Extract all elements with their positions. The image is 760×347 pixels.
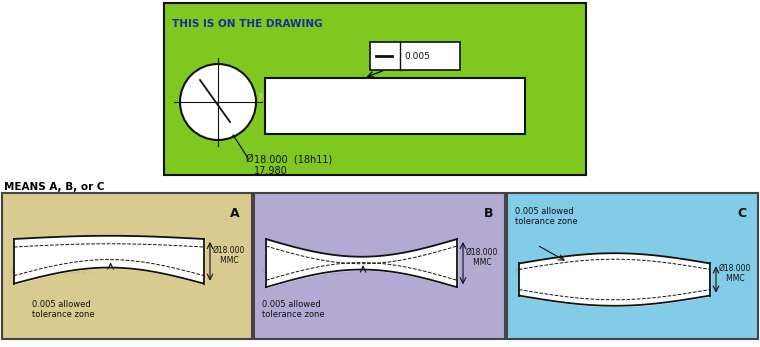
Text: Ø18.000
   MMC: Ø18.000 MMC xyxy=(213,246,245,265)
Text: A: A xyxy=(230,207,240,220)
Text: MEANS A, B, or C: MEANS A, B, or C xyxy=(4,182,104,192)
Bar xyxy=(254,193,505,339)
Bar xyxy=(507,193,758,339)
Bar xyxy=(265,78,525,134)
Text: 0.005 allowed
tolerance zone: 0.005 allowed tolerance zone xyxy=(262,299,325,319)
Text: Ø18.000
   MMC: Ø18.000 MMC xyxy=(466,247,499,267)
Text: 0.005: 0.005 xyxy=(404,51,430,60)
Text: B: B xyxy=(483,207,493,220)
Text: 18.000  (18h11): 18.000 (18h11) xyxy=(254,154,332,164)
Text: COBAN-ENGINEERING: COBAN-ENGINEERING xyxy=(219,92,369,104)
Text: COBAN ENGINE...: COBAN ENGINE... xyxy=(10,266,97,276)
Circle shape xyxy=(180,64,256,140)
Text: Ø18.000
   MMC: Ø18.000 MMC xyxy=(719,264,752,283)
Text: COBAN ENGINE...: COBAN ENGINE... xyxy=(262,266,350,276)
Bar xyxy=(370,42,460,70)
Text: 17.980: 17.980 xyxy=(254,166,288,176)
Text: THIS IS ON THE DRAWING: THIS IS ON THE DRAWING xyxy=(172,19,323,29)
Bar xyxy=(2,193,252,339)
Bar xyxy=(164,3,586,175)
Text: C: C xyxy=(737,207,746,220)
Text: Ø: Ø xyxy=(246,154,254,164)
Text: COBAN ENGINE...: COBAN ENGINE... xyxy=(515,266,603,276)
Text: 0.005 allowed
tolerance zone: 0.005 allowed tolerance zone xyxy=(515,207,578,226)
Text: 0.005 allowed
tolerance zone: 0.005 allowed tolerance zone xyxy=(32,299,95,319)
